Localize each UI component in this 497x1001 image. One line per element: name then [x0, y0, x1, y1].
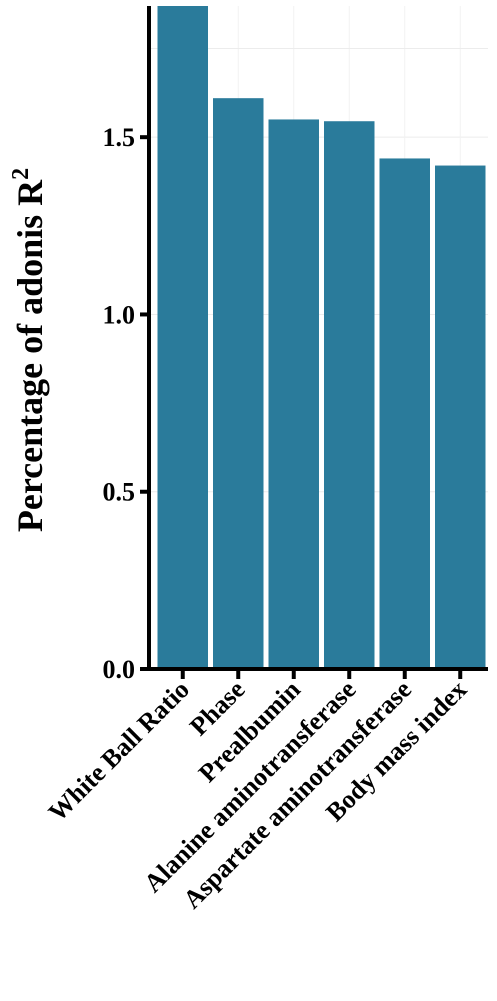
bar-5 [435, 165, 486, 669]
x-tick-label-0: White Ball Ratio [43, 675, 195, 827]
bar-4 [379, 158, 430, 670]
y-tick-label-1: 0.5 [103, 478, 136, 507]
y-axis-title: Percentage of adonis R2 [8, 168, 50, 532]
bar-0 [157, 6, 208, 669]
bars [157, 6, 486, 670]
bar-3 [324, 121, 375, 669]
y-tick-label-3: 1.5 [103, 123, 136, 152]
y-tick-label-2: 1.0 [103, 300, 136, 329]
bar-2 [268, 119, 319, 670]
y-axis-title-text: Percentage of adonis R [10, 179, 50, 532]
y-axis-title-superscript: 2 [8, 168, 34, 180]
bar-1 [213, 98, 264, 669]
y-tick-label-0: 0.0 [103, 655, 136, 684]
y-ticks: 0.0 0.5 1.0 1.5 [103, 123, 149, 684]
